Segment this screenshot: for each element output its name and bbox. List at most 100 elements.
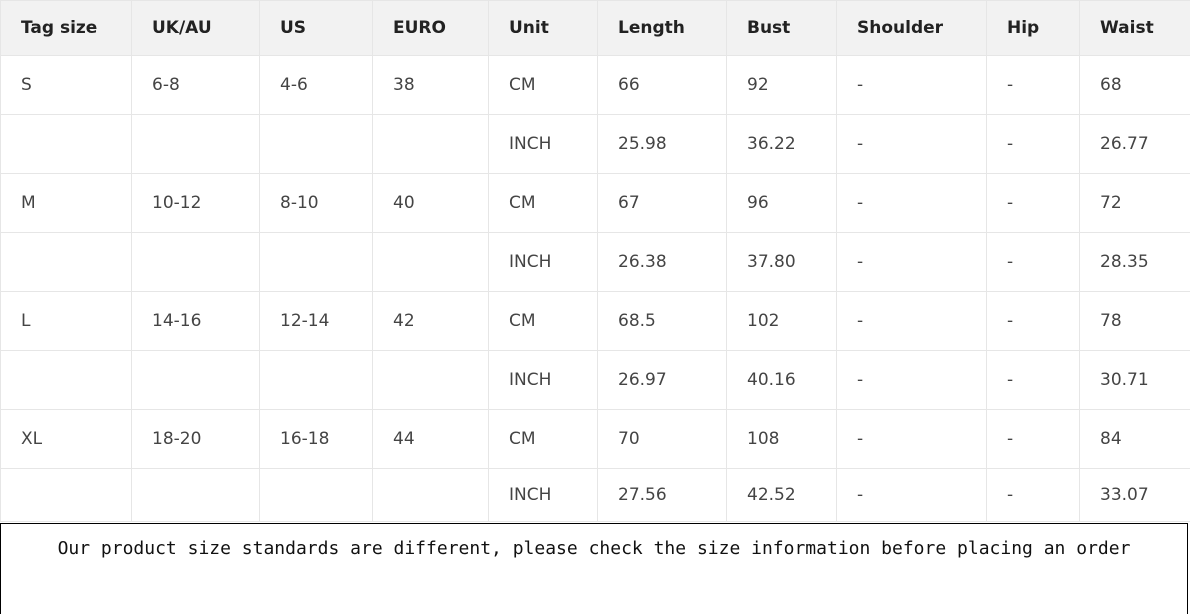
column-header: Length	[597, 0, 727, 56]
table-cell: 33.07	[1079, 468, 1190, 522]
table-cell	[131, 114, 260, 174]
table-cell: INCH	[488, 350, 598, 410]
table-cell: -	[836, 173, 987, 233]
table-cell: 25.98	[597, 114, 727, 174]
table-cell	[259, 232, 373, 292]
table-cell: 36.22	[726, 114, 837, 174]
table-cell: -	[836, 468, 987, 522]
table-cell: 96	[726, 173, 837, 233]
column-header: Bust	[726, 0, 837, 56]
table-cell: 26.97	[597, 350, 727, 410]
table-cell: 4-6	[259, 55, 373, 115]
table-cell: -	[986, 468, 1080, 522]
table-cell: 67	[597, 173, 727, 233]
table-cell: INCH	[488, 114, 598, 174]
table-row: S 6-8 4-6 38 CM 66 92- -68	[0, 55, 1190, 115]
table-cell: -	[986, 291, 1080, 351]
table-cell: 102	[726, 291, 837, 351]
table-cell: CM	[488, 291, 598, 351]
table-cell: 12-14	[259, 291, 373, 351]
table-cell	[259, 114, 373, 174]
table-cell: 68	[1079, 55, 1190, 115]
size-notice-text: Our product size standards are different…	[57, 538, 1131, 559]
table-cell	[131, 350, 260, 410]
table-cell: -	[836, 55, 987, 115]
column-header: Unit	[488, 0, 598, 56]
table-cell: XL	[0, 409, 132, 469]
column-header: Waist	[1079, 0, 1190, 56]
table-cell	[372, 350, 489, 410]
table-cell: 42.52	[726, 468, 837, 522]
table-cell: 18-20	[131, 409, 260, 469]
table-cell: 10-12	[131, 173, 260, 233]
table-cell: -	[836, 114, 987, 174]
column-header: Hip	[986, 0, 1080, 56]
table-cell: 84	[1079, 409, 1190, 469]
size-notice: Our product size standards are different…	[0, 523, 1188, 614]
table-cell	[0, 114, 132, 174]
table-cell: CM	[488, 55, 598, 115]
table-cell: INCH	[488, 232, 598, 292]
table-cell: 68.5	[597, 291, 727, 351]
table-cell: 26.38	[597, 232, 727, 292]
table-cell	[131, 232, 260, 292]
table-cell: -	[836, 291, 987, 351]
table-row: M 10-12 8-10 40 CM 67 96- -72	[0, 173, 1190, 233]
table-cell	[372, 468, 489, 522]
table-cell	[0, 468, 132, 522]
table-cell: 42	[372, 291, 489, 351]
table-cell: -	[986, 114, 1080, 174]
table-cell: L	[0, 291, 132, 351]
table-cell: 30.71	[1079, 350, 1190, 410]
table-row: INCH 25.98 36.22- -26.77	[0, 114, 1190, 174]
table-cell: 37.80	[726, 232, 837, 292]
table-cell	[0, 350, 132, 410]
table-header-row: Tag size UK/AU US EURO Unit Length Bust Shoulde…	[0, 0, 1190, 56]
table-cell: 78	[1079, 291, 1190, 351]
table-cell: INCH	[488, 468, 598, 522]
table-cell: 40	[372, 173, 489, 233]
table-cell: CM	[488, 173, 598, 233]
table-row: INCH 27.56 42.52- -33.07	[0, 468, 1190, 522]
table-cell: 14-16	[131, 291, 260, 351]
table-row: L 14-16 12-14 42 CM 68.5 102- -78	[0, 291, 1190, 351]
table-cell: 16-18	[259, 409, 373, 469]
table-cell: -	[836, 350, 987, 410]
column-header: UK/AU	[131, 0, 260, 56]
table-cell: -	[836, 409, 987, 469]
table-cell	[372, 114, 489, 174]
column-header: Tag size	[0, 0, 132, 56]
table-cell: 6-8	[131, 55, 260, 115]
column-header: EURO	[372, 0, 489, 56]
table-cell: 28.35	[1079, 232, 1190, 292]
table-cell: 26.77	[1079, 114, 1190, 174]
table-cell: 72	[1079, 173, 1190, 233]
table-cell: -	[986, 232, 1080, 292]
table-cell: 38	[372, 55, 489, 115]
table-cell: 44	[372, 409, 489, 469]
table-row: INCH 26.38 37.80- -28.35	[0, 232, 1190, 292]
table-cell: 27.56	[597, 468, 727, 522]
table-cell: -	[986, 409, 1080, 469]
column-header: Shoulder	[836, 0, 987, 56]
table-row: XL 18-20 16-18 44 CM 70 108- -84	[0, 409, 1190, 469]
table-cell: 66	[597, 55, 727, 115]
table-cell	[131, 468, 260, 522]
table-cell: M	[0, 173, 132, 233]
table-cell	[372, 232, 489, 292]
table-cell: CM	[488, 409, 598, 469]
table-cell: S	[0, 55, 132, 115]
table-cell: -	[986, 173, 1080, 233]
table-cell: 8-10	[259, 173, 373, 233]
table-row: INCH 26.97 40.16- -30.71	[0, 350, 1190, 410]
table-cell	[259, 468, 373, 522]
size-chart-table: Tag size UK/AU US EURO Unit Length Bust Shoulde…	[0, 0, 1190, 522]
table-cell: 70	[597, 409, 727, 469]
column-header: US	[259, 0, 373, 56]
table-cell: 92	[726, 55, 837, 115]
table-cell	[259, 350, 373, 410]
table-cell: 108	[726, 409, 837, 469]
table-cell: -	[836, 232, 987, 292]
table-cell: -	[986, 55, 1080, 115]
table-cell: -	[986, 350, 1080, 410]
